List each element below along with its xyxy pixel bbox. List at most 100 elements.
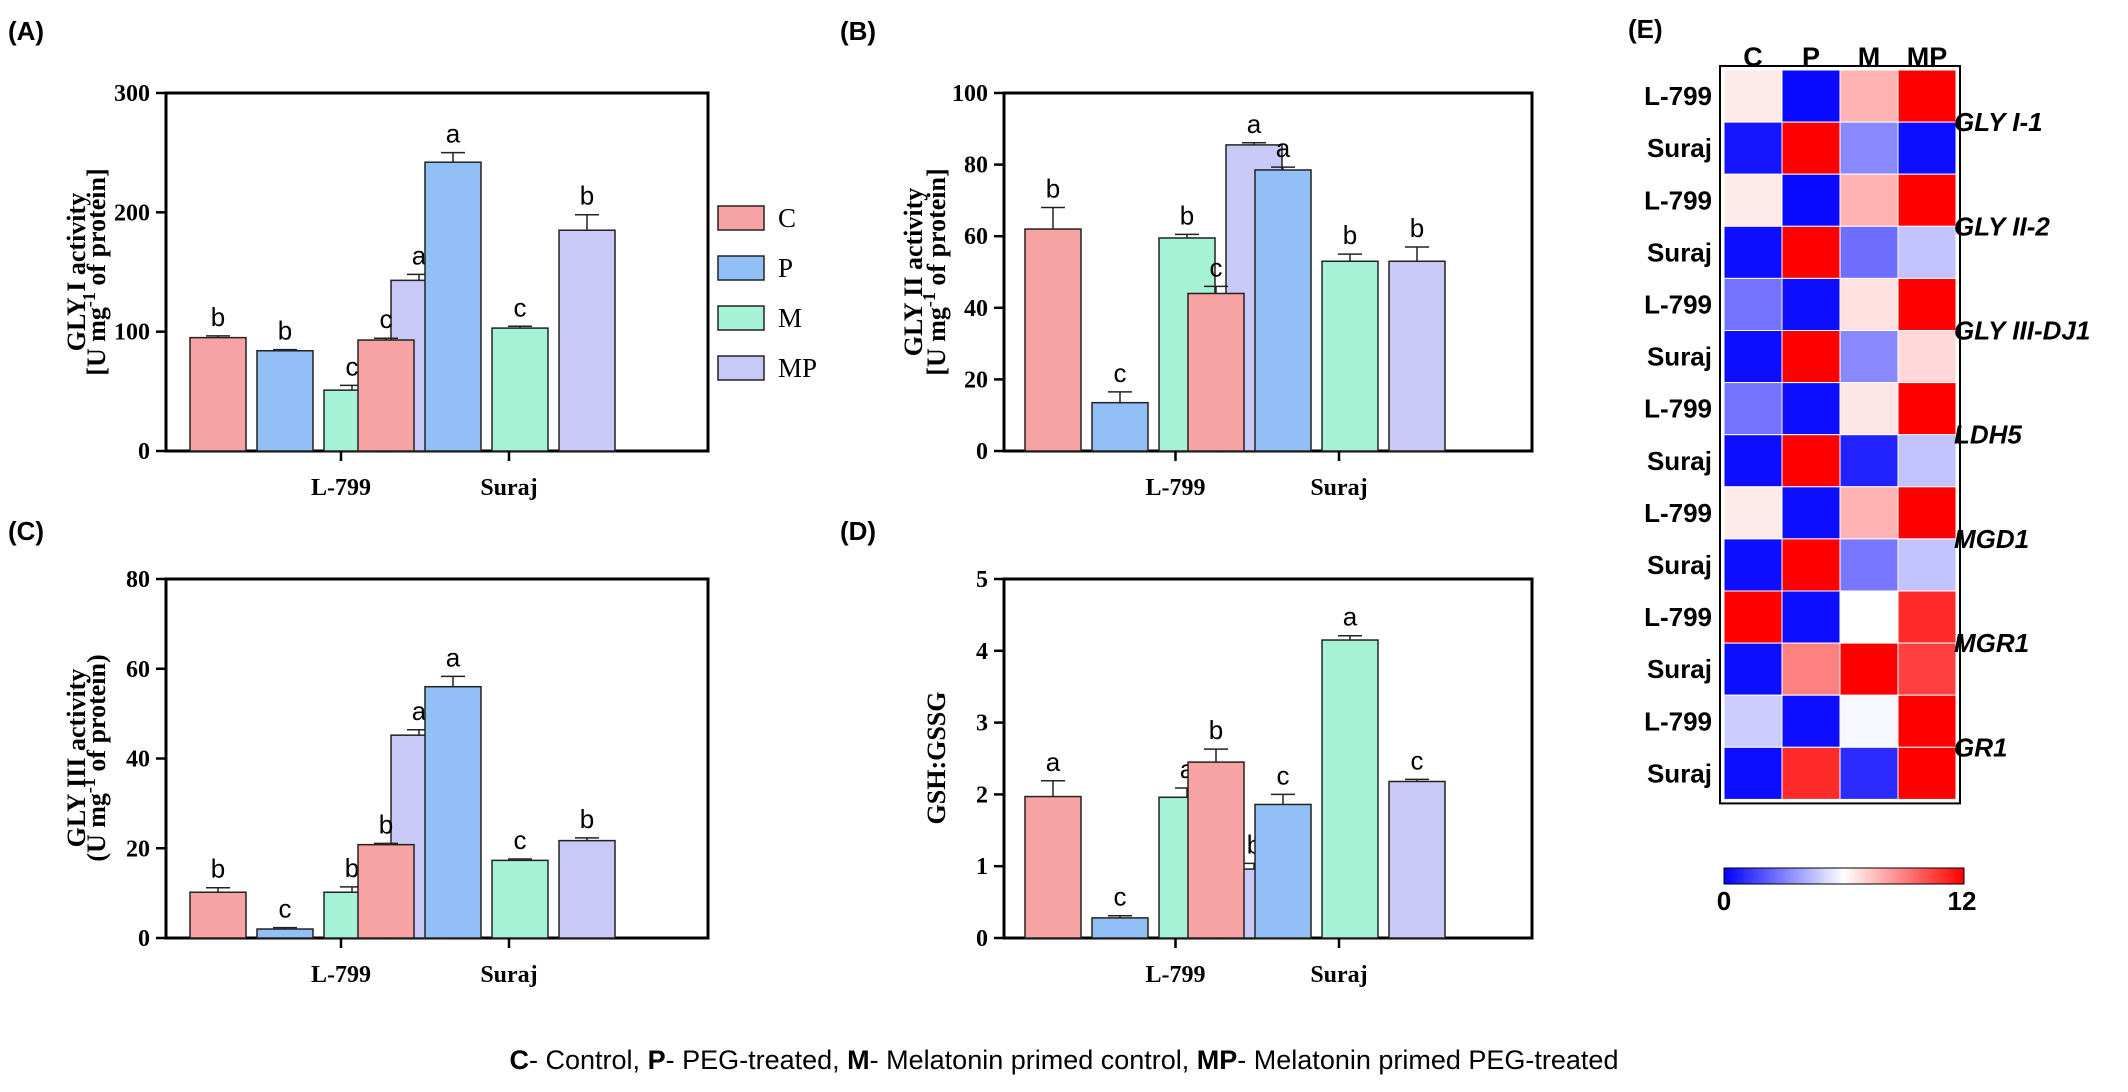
significance-letter: c (279, 894, 292, 924)
bar-c (357, 843, 415, 939)
y-tick-label: 60 (964, 224, 988, 250)
heatmap-row-label: Suraj (1647, 133, 1712, 163)
y-tick-label: 300 (114, 81, 150, 107)
bar-p (256, 928, 314, 939)
heatmap-cell (1839, 173, 1899, 227)
heatmap-cell (1781, 642, 1841, 696)
heatmap-cell (1839, 69, 1899, 123)
y-tick-label: 0 (138, 926, 150, 952)
heatmap-cell (1781, 590, 1841, 644)
significance-letter: b (1343, 220, 1357, 250)
heatmap-cell (1723, 538, 1783, 592)
panel-label: (D) (840, 516, 876, 546)
heatmap-cell (1897, 538, 1957, 592)
bar-p (424, 685, 482, 939)
heatmap-cell (1897, 121, 1957, 175)
significance-letter: b (345, 853, 359, 883)
heatmap-cell (1723, 382, 1783, 436)
heatmap-cell (1897, 642, 1957, 696)
y-tick-label: 3 (976, 711, 988, 737)
y-tick-label: 4 (976, 639, 988, 665)
heatmap-cell (1781, 434, 1841, 488)
significance-letter: a (412, 240, 427, 270)
heatmap-column-label: M (1858, 42, 1881, 72)
significance-letter: b (580, 181, 594, 211)
heatmap-gene-label: MGR1 (1954, 628, 2029, 658)
panel-c-chart: (C) 0 20 40 60 80 GLY III activity(U mg-1 of p… (8, 516, 710, 988)
significance-letter: c (1114, 882, 1127, 912)
y-tick-label: 100 (114, 320, 150, 346)
heatmap-row-label: Suraj (1647, 342, 1712, 372)
bar-p (1254, 803, 1312, 939)
heatmap-gene-label: GLY II-2 (1954, 211, 2050, 241)
significance-letter: c (1210, 252, 1223, 282)
significance-letter: a (1343, 602, 1358, 632)
y-tick-label: 200 (114, 200, 150, 226)
heatmap-cell (1897, 746, 1957, 800)
significance-letter: a (1247, 109, 1262, 139)
significance-letter: a (1276, 133, 1291, 163)
heatmap-row-label: L-799 (1644, 185, 1712, 215)
panel-label: (A) (8, 16, 44, 46)
heatmap-row-label: L-799 (1644, 289, 1712, 319)
heatmap-cell (1897, 694, 1957, 748)
significance-letter: c (380, 304, 393, 334)
heatmap-cell (1723, 277, 1783, 331)
heatmap-row-label: Suraj (1647, 758, 1712, 788)
x-tick-label: L-799 (311, 962, 371, 988)
heatmap-cell (1839, 382, 1899, 436)
legend: CPM MP (717, 203, 817, 383)
x-tick-label: Suraj (1310, 475, 1367, 501)
legend-label: C (778, 203, 796, 233)
legend-label: P (778, 253, 793, 283)
significance-letter: c (514, 292, 527, 322)
significance-letter: b (1046, 174, 1060, 204)
y-tick-label: 60 (126, 657, 150, 683)
legend-swatch-c (717, 205, 765, 231)
colorbar-min-label: 0 (1717, 886, 1731, 916)
heatmap-row-label: Suraj (1647, 237, 1712, 267)
heatmap-cell (1781, 382, 1841, 436)
heatmap-row-label: L-799 (1644, 394, 1712, 424)
bar-mp (1388, 780, 1446, 939)
heatmap-cell (1723, 694, 1783, 748)
y-axis-label: GLY I activity (62, 193, 91, 351)
heatmap-cell (1781, 69, 1841, 123)
significance-letter: b (1209, 715, 1223, 745)
heatmap-cell (1839, 330, 1899, 384)
bar-p (1254, 169, 1312, 452)
bar-c (189, 891, 247, 939)
heatmap-cell (1781, 173, 1841, 227)
bar-c (189, 336, 247, 452)
heatmap-cell (1723, 330, 1783, 384)
heatmap-cell (1897, 590, 1957, 644)
significance-letter: c (346, 351, 359, 381)
caption-c-key: C (509, 1045, 530, 1075)
bar-p (256, 350, 314, 452)
panel-label: (E) (1628, 14, 1663, 44)
x-tick-label: L-799 (1146, 962, 1206, 988)
heatmap-row-label: L-799 (1644, 81, 1712, 111)
y-tick-label: 40 (964, 296, 988, 322)
panel-label: (C) (8, 516, 44, 546)
heatmap-column-label: C (1743, 42, 1763, 72)
bar-p (424, 161, 482, 452)
significance-letter: b (580, 804, 594, 834)
heatmap-cell (1723, 225, 1783, 279)
significance-letter: c (1411, 745, 1424, 775)
legend-swatch-mp (717, 355, 765, 381)
heatmap-cell (1723, 69, 1783, 123)
x-tick-label: L-799 (311, 475, 371, 501)
heatmap-cell (1723, 434, 1783, 488)
y-axis-label-units: (U mg-1 of protein) (79, 654, 111, 861)
caption-c-text: - Control, (529, 1045, 648, 1075)
heatmap-cell (1781, 121, 1841, 175)
heatmap-cell (1723, 746, 1783, 800)
significance-letter: b (1180, 200, 1194, 230)
y-tick-label: 1 (976, 854, 988, 880)
bar-c (1024, 795, 1082, 939)
significance-letter: a (1046, 747, 1061, 777)
heatmap-cell (1723, 642, 1783, 696)
